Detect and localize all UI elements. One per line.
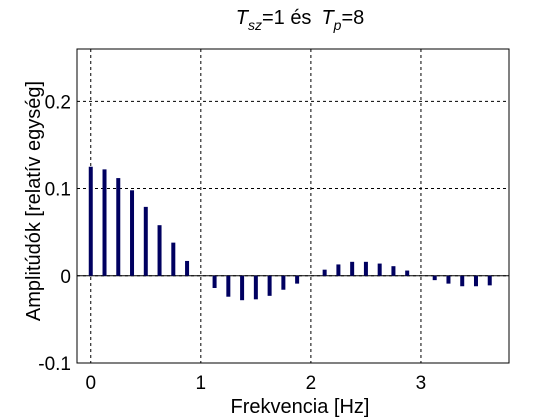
x-axis-label: Frekvencia [Hz] — [231, 396, 370, 418]
bar — [102, 169, 107, 276]
bar — [212, 275, 217, 288]
bar — [253, 275, 258, 300]
bar — [350, 261, 355, 276]
bar — [143, 206, 148, 276]
y-tick-label: 0 — [60, 267, 71, 288]
bar — [267, 275, 272, 296]
y-tick-label: 0.2 — [45, 92, 71, 113]
bar — [473, 275, 478, 287]
bar — [88, 166, 93, 276]
bar — [171, 242, 176, 276]
plot-frame — [76, 48, 510, 364]
bar — [116, 178, 121, 276]
bar — [405, 270, 410, 276]
x-tick-label: 2 — [306, 373, 317, 394]
bar — [185, 260, 190, 276]
bar — [226, 275, 231, 297]
x-tick-label: 3 — [416, 373, 427, 394]
bar — [487, 275, 492, 286]
bar — [240, 275, 245, 301]
bar — [336, 264, 341, 276]
bar — [391, 266, 396, 276]
grid-lines — [77, 49, 509, 363]
y-tick-labels: -0.1 0 0.1 0.2 — [38, 92, 71, 375]
x-tick-label: 0 — [85, 373, 96, 394]
bars — [88, 166, 492, 301]
y-axis-label: Amplitúdók [relatív egység] — [23, 81, 45, 321]
bar — [322, 269, 327, 276]
bar — [432, 275, 437, 281]
chart-title: Tsz=1 és Tp=8 — [236, 7, 365, 33]
bar — [446, 275, 451, 284]
bar — [281, 275, 286, 290]
bar — [460, 275, 465, 287]
x-tick-labels: 0 1 2 3 — [85, 373, 426, 394]
y-tick-label: -0.1 — [38, 354, 71, 375]
bar — [157, 225, 162, 276]
bar — [130, 190, 135, 276]
bar — [295, 275, 300, 284]
y-tick-label: 0.1 — [45, 180, 71, 201]
bar — [363, 261, 368, 276]
x-tick-label: 1 — [196, 373, 207, 394]
bar — [377, 263, 382, 276]
